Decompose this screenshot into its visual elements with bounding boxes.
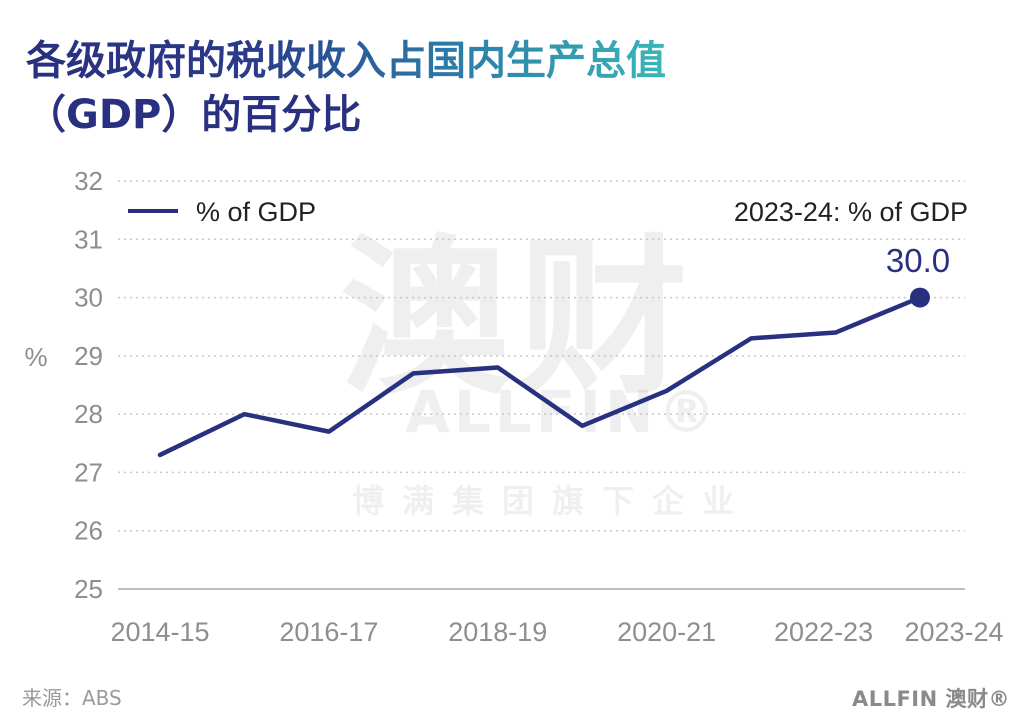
x-tick-2016-17: 2016-17 [279,617,378,647]
y-tick-31: 31 [74,224,103,254]
source-note: 来源：ABS [22,686,122,710]
title-line-1: 各级政府的税收收入占国内生产总值 [26,38,666,84]
y-axis-unit: % [24,342,47,372]
x-tick-2023-24: 2023-24 [904,617,1003,647]
y-axis-ticks: 25 26 27 28 29 30 31 32 [74,166,103,604]
x-tick-2014-15: 2014-15 [110,617,209,647]
grid-lines [118,180,965,532]
series-line-0 [157,295,923,458]
annotation-label: 2023-24: % of GDP [734,197,968,227]
highlight-point [910,287,930,308]
y-tick-28: 28 [74,399,103,429]
x-tick-2022-23: 2022-23 [774,617,873,647]
title-line-2: （GDP）的百分比 [26,92,362,138]
series-group [157,287,930,458]
y-tick-32: 32 [74,166,103,196]
x-tick-2020-21: 2020-21 [617,617,716,647]
y-tick-27: 27 [74,457,103,487]
footer-logo: ALLFIN 澳财® [851,687,1010,711]
y-tick-26: 26 [74,516,103,546]
x-tick-2018-19: 2018-19 [448,617,547,647]
y-tick-29: 29 [74,341,103,371]
legend-label: % of GDP [196,197,316,227]
x-axis-ticks: 2014-15 2016-17 2018-19 2020-21 2022-23 2023-… [110,617,1003,647]
y-tick-30: 30 [74,283,103,313]
annotation-value: 30.0 [886,242,950,279]
y-tick-25: 25 [74,574,103,604]
chart-title: 各级政府的税收收入占国内生产总值 （GDP）的百分比 [26,34,666,142]
legend: % of GDP [128,197,316,227]
